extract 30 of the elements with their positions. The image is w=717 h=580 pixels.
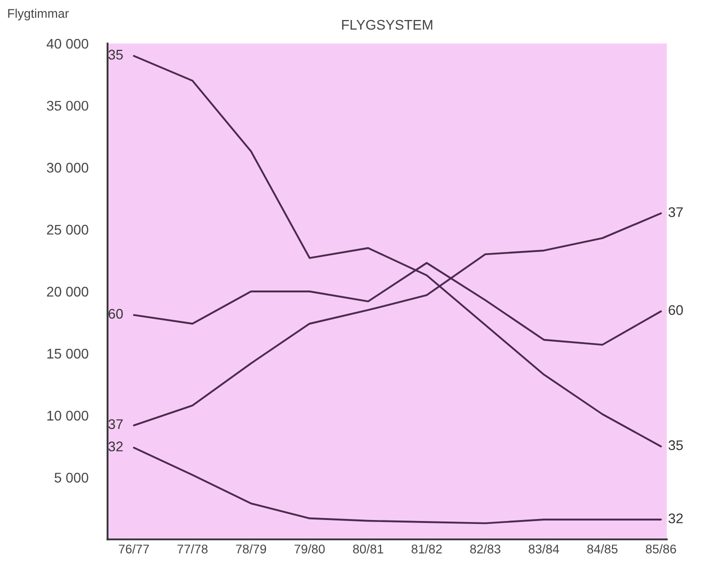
y-tick-label: 10 000 [47,410,88,421]
line-series [133,446,662,524]
series-label: 60 [668,305,683,316]
x-tick-label: 85/86 [646,544,676,554]
text: 60 [108,308,123,319]
y-tick-label: 15 000 [47,348,88,359]
x-tick-label: 78/79 [236,544,266,554]
series-label: 35 [668,440,683,450]
y-tick-label: 20 000 [47,286,88,297]
chart-title: FLYGSYSTEM [342,20,432,30]
y-tick-label: 25 000 [47,224,88,235]
series-label: 32 [668,513,683,524]
y-tick-label: 40 000 [46,38,88,49]
x-tick-label: 83/84 [528,544,560,554]
x-tick-label: 77/78 [177,544,208,554]
text: 37 [108,419,123,430]
x-tick-label: 79/80 [294,544,325,554]
line-series [133,54,662,448]
y-axis-title: Flygtimmar [8,8,69,20]
x-tick-label: 76/77 [118,544,149,554]
y-tick-label: 5 000 [54,472,88,483]
x-tick-label: 80/81 [353,544,384,554]
series-label: 37 [668,207,683,218]
text: 35 [108,50,123,60]
y-tick-label: 30 000 [46,162,88,173]
text: 32 [108,442,123,452]
x-tick-label: 81/82 [412,544,442,554]
y-tick-label: 35 000 [46,100,88,111]
x-tick-label: 84/85 [587,544,618,554]
x-tick-label: 82/83 [470,544,500,554]
